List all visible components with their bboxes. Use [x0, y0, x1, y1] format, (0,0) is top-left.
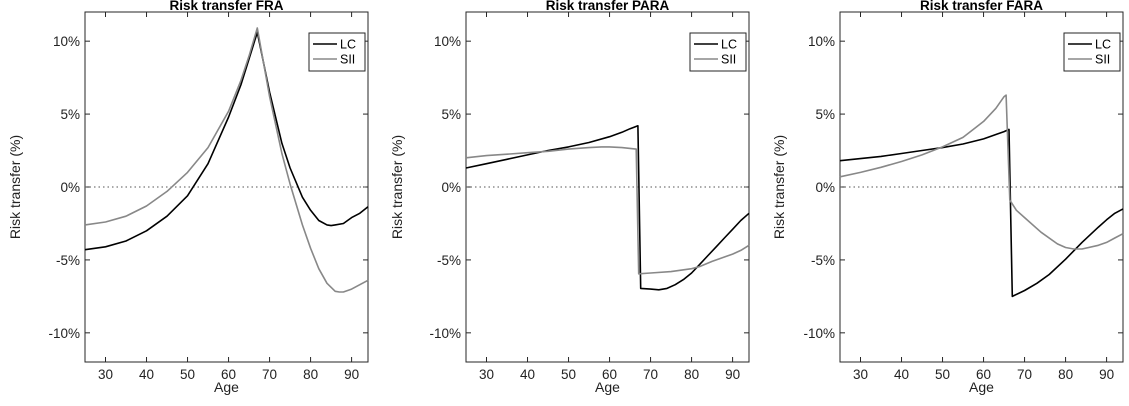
- y-tick-label: -10%: [48, 326, 80, 341]
- x-axis-label: Age: [969, 379, 994, 395]
- series-line-sii: [465, 146, 750, 275]
- legend-label-sii: SII: [340, 53, 355, 67]
- x-tick-label: 60: [602, 367, 617, 382]
- y-tick-label: 10%: [434, 34, 461, 49]
- y-tick-label: -5%: [437, 253, 461, 268]
- y-tick-label: 10%: [808, 34, 835, 49]
- x-tick-label: 70: [643, 367, 658, 382]
- legend-label-sii: SII: [721, 53, 736, 67]
- y-tick-label: -5%: [811, 253, 835, 268]
- y-tick-label: -5%: [56, 253, 80, 268]
- x-tick-label: 30: [853, 367, 868, 382]
- x-tick-label: 60: [221, 367, 236, 382]
- y-tick-label: 0%: [815, 180, 835, 195]
- legend-box: [1063, 32, 1121, 72]
- y-tick-label: 5%: [815, 107, 835, 122]
- y-tick-label: 0%: [60, 180, 80, 195]
- series-line-sii: [839, 94, 1124, 250]
- y-axis-label: Risk transfer (%): [771, 135, 787, 239]
- y-tick-label: 0%: [441, 180, 461, 195]
- y-tick-label: 5%: [441, 107, 461, 122]
- x-tick-label: 30: [479, 367, 494, 382]
- y-tick-label: -10%: [803, 326, 835, 341]
- chart-title: Risk transfer FRA: [169, 0, 283, 13]
- y-axis-label: Risk transfer (%): [389, 135, 405, 239]
- x-tick-label: 40: [894, 367, 909, 382]
- x-tick-label: 90: [1099, 367, 1114, 382]
- x-tick-label: 50: [561, 367, 576, 382]
- y-tick-label: 10%: [53, 34, 80, 49]
- x-tick-label: 30: [98, 367, 113, 382]
- x-tick-label: 50: [935, 367, 950, 382]
- x-tick-label: 80: [1058, 367, 1073, 382]
- x-tick-label: 80: [303, 367, 318, 382]
- legend-label-lc: LC: [340, 38, 356, 52]
- y-axis-label: Risk transfer (%): [7, 135, 23, 239]
- x-tick-label: 70: [1017, 367, 1032, 382]
- chart-title: Risk transfer FARA: [920, 0, 1043, 13]
- legend-box: [689, 32, 747, 72]
- x-axis-label: Age: [595, 379, 620, 395]
- legend-label-lc: LC: [1095, 38, 1111, 52]
- x-axis-label: Age: [214, 379, 239, 395]
- x-tick-label: 80: [684, 367, 699, 382]
- chart-panel-3: Risk transfer FARA -10% -5% 0% 5% 10% 30 40 50 60…: [771, 0, 1124, 395]
- chart-title: Risk transfer PARA: [546, 0, 670, 13]
- series-line-lc: [84, 31, 369, 251]
- x-tick-label: 90: [725, 367, 740, 382]
- legend-label-lc: LC: [721, 38, 737, 52]
- x-tick-label: 50: [180, 367, 195, 382]
- x-tick-label: 40: [139, 367, 154, 382]
- chart-panel-1: Risk transfer FRA -10% -5% 0% 5% 10% 30 40 50 60 7…: [7, 0, 369, 395]
- y-tick-label: -10%: [429, 326, 461, 341]
- series-line-lc: [839, 128, 1124, 298]
- chart-panel-2: Risk transfer PARA -10% -5% 0% 5% 10% 30 40 50 60…: [389, 0, 750, 395]
- x-tick-label: 90: [344, 367, 359, 382]
- x-tick-label: 70: [262, 367, 277, 382]
- series-line-lc: [465, 125, 750, 291]
- legend-box: [308, 32, 366, 72]
- x-tick-label: 60: [976, 367, 991, 382]
- legend-label-sii: SII: [1095, 53, 1110, 67]
- series-line-sii: [84, 27, 369, 293]
- x-tick-label: 40: [520, 367, 535, 382]
- y-tick-label: 5%: [60, 107, 80, 122]
